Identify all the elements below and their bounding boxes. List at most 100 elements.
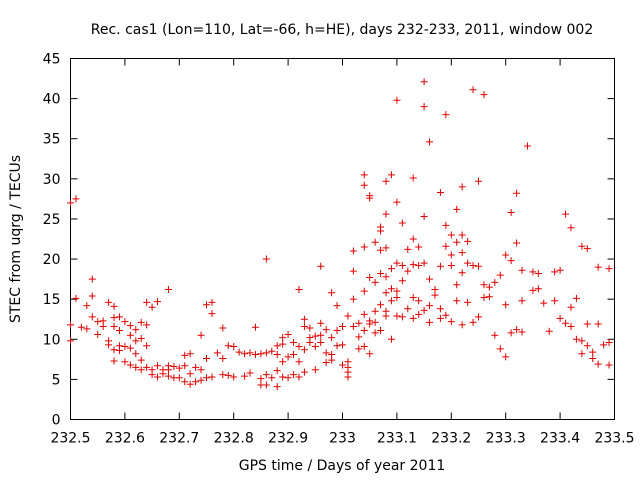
data-point (551, 268, 559, 276)
data-point (143, 298, 151, 306)
data-point (273, 342, 281, 350)
data-point (181, 378, 189, 386)
data-point (279, 334, 287, 342)
data-point (300, 346, 308, 354)
data-point (387, 265, 395, 273)
data-point (72, 195, 80, 203)
data-point (475, 313, 482, 321)
data-point (464, 237, 472, 245)
data-point (496, 271, 504, 279)
data-point (377, 227, 385, 235)
data-point (137, 318, 145, 326)
data-point (208, 310, 216, 318)
data-point (322, 349, 330, 357)
data-point (442, 311, 450, 319)
x-axis: 232.5 232.6 232.7 232.8 232.9 233 233.1 233.2 23… (50, 58, 635, 447)
data-point (88, 275, 96, 283)
data-point (605, 265, 613, 273)
data-point (409, 235, 417, 243)
data-point (181, 362, 189, 370)
data-point (469, 318, 477, 326)
data-point (426, 318, 434, 326)
data-point (295, 342, 303, 350)
data-point (67, 337, 74, 345)
data-point (328, 356, 336, 364)
data-point (578, 337, 586, 345)
data-point (485, 293, 493, 301)
data-point (208, 373, 216, 381)
data-point (393, 198, 401, 206)
data-point (121, 318, 129, 326)
data-point (393, 259, 401, 267)
data-point (203, 374, 210, 382)
data-point (132, 326, 140, 334)
data-point (311, 342, 319, 350)
data-point (333, 342, 341, 350)
data-point (192, 378, 200, 386)
data-point (415, 310, 423, 318)
data-point (284, 330, 292, 338)
data-point (197, 331, 205, 339)
data-point (132, 363, 140, 371)
data-point (453, 297, 461, 305)
data-point (192, 363, 200, 371)
data-point (110, 357, 118, 365)
data-point (317, 262, 325, 270)
data-point (458, 249, 466, 257)
data-point (349, 322, 357, 330)
data-point (126, 322, 134, 330)
data-point (377, 326, 385, 334)
data-point (175, 374, 183, 382)
data-point (594, 263, 602, 271)
data-point (284, 374, 292, 382)
data-point (94, 318, 102, 326)
data-point (339, 361, 346, 369)
data-point (572, 335, 580, 343)
data-point (567, 322, 575, 330)
data-point (224, 342, 232, 350)
data-point (339, 322, 346, 330)
data-point (507, 209, 515, 217)
data-point (551, 297, 559, 305)
data-point (398, 277, 406, 285)
data-point (464, 298, 472, 306)
data-point (279, 340, 287, 348)
data-point (420, 78, 428, 86)
data-point (203, 301, 210, 309)
data-point (540, 299, 548, 307)
data-point (415, 297, 423, 305)
data-point (534, 269, 542, 277)
data-point (589, 348, 597, 356)
data-point (447, 251, 455, 259)
y-tick-label: 40 (43, 92, 61, 108)
data-point (219, 324, 227, 332)
data-point (170, 363, 178, 371)
data-point (491, 331, 499, 339)
data-point (105, 298, 113, 306)
data-point (88, 292, 96, 300)
data-point (322, 326, 330, 334)
data-point (371, 318, 379, 326)
data-point (377, 301, 385, 309)
data-point (137, 334, 145, 342)
data-point (268, 374, 276, 382)
data-point (475, 262, 482, 270)
data-point (306, 338, 314, 346)
data-point (235, 348, 243, 356)
data-point (279, 373, 287, 381)
x-tick-label: 232.9 (268, 431, 308, 447)
data-point (290, 338, 298, 346)
data-point (382, 273, 390, 281)
data-point (186, 380, 194, 388)
data-point (415, 261, 423, 269)
data-point (426, 275, 434, 283)
data-point (154, 373, 162, 381)
data-point (99, 317, 107, 325)
data-point (360, 310, 368, 318)
data-point (594, 320, 602, 328)
data-point (404, 267, 412, 275)
data-point (436, 314, 444, 322)
data-point (88, 313, 96, 321)
data-point (67, 199, 74, 207)
data-point (382, 210, 390, 218)
